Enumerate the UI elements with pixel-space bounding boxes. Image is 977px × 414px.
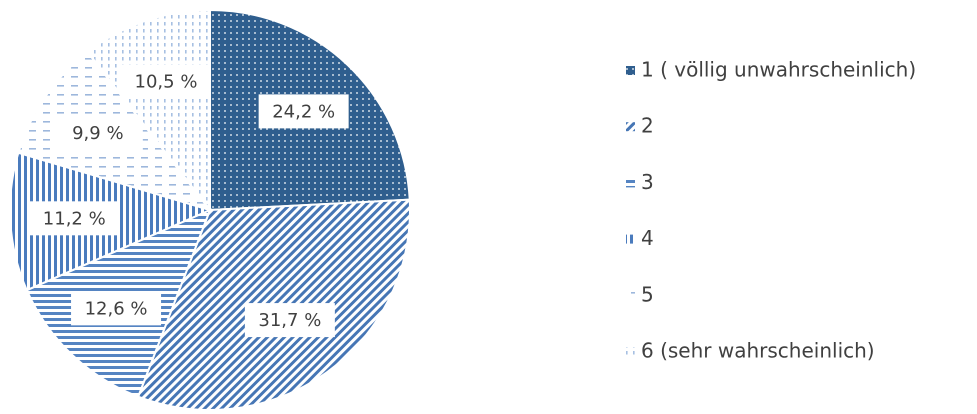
legend-label: 3 bbox=[641, 170, 654, 194]
legend-label: 2 bbox=[641, 114, 654, 138]
data-label: 12,6 % bbox=[85, 298, 148, 319]
data-label: 10,5 % bbox=[135, 71, 198, 92]
pie-slice bbox=[86, 8, 211, 213]
data-label-box bbox=[29, 201, 120, 236]
legend-marker bbox=[626, 290, 635, 300]
data-label-box bbox=[258, 94, 349, 129]
legend-marker bbox=[626, 178, 635, 188]
legend-marker bbox=[626, 66, 635, 75]
legend-marker bbox=[626, 234, 635, 244]
data-label: 31,7 % bbox=[258, 310, 321, 331]
legend-marker bbox=[626, 347, 635, 356]
legend-marker bbox=[626, 122, 635, 132]
data-label: 11,2 % bbox=[43, 208, 106, 229]
legend-label: 6 (sehr wahrscheinlich) bbox=[641, 339, 875, 363]
data-label-box bbox=[244, 303, 335, 338]
data-label-box bbox=[71, 291, 162, 326]
legend-label: 1 ( völlig unwahrscheinlich) bbox=[641, 58, 916, 82]
legend-label: 5 bbox=[641, 282, 654, 306]
data-label-box bbox=[120, 64, 211, 99]
data-label-box bbox=[52, 116, 143, 151]
data-label: 24,2 % bbox=[272, 101, 335, 122]
legend-label: 4 bbox=[641, 226, 654, 250]
data-label: 9,9 % bbox=[72, 123, 123, 144]
